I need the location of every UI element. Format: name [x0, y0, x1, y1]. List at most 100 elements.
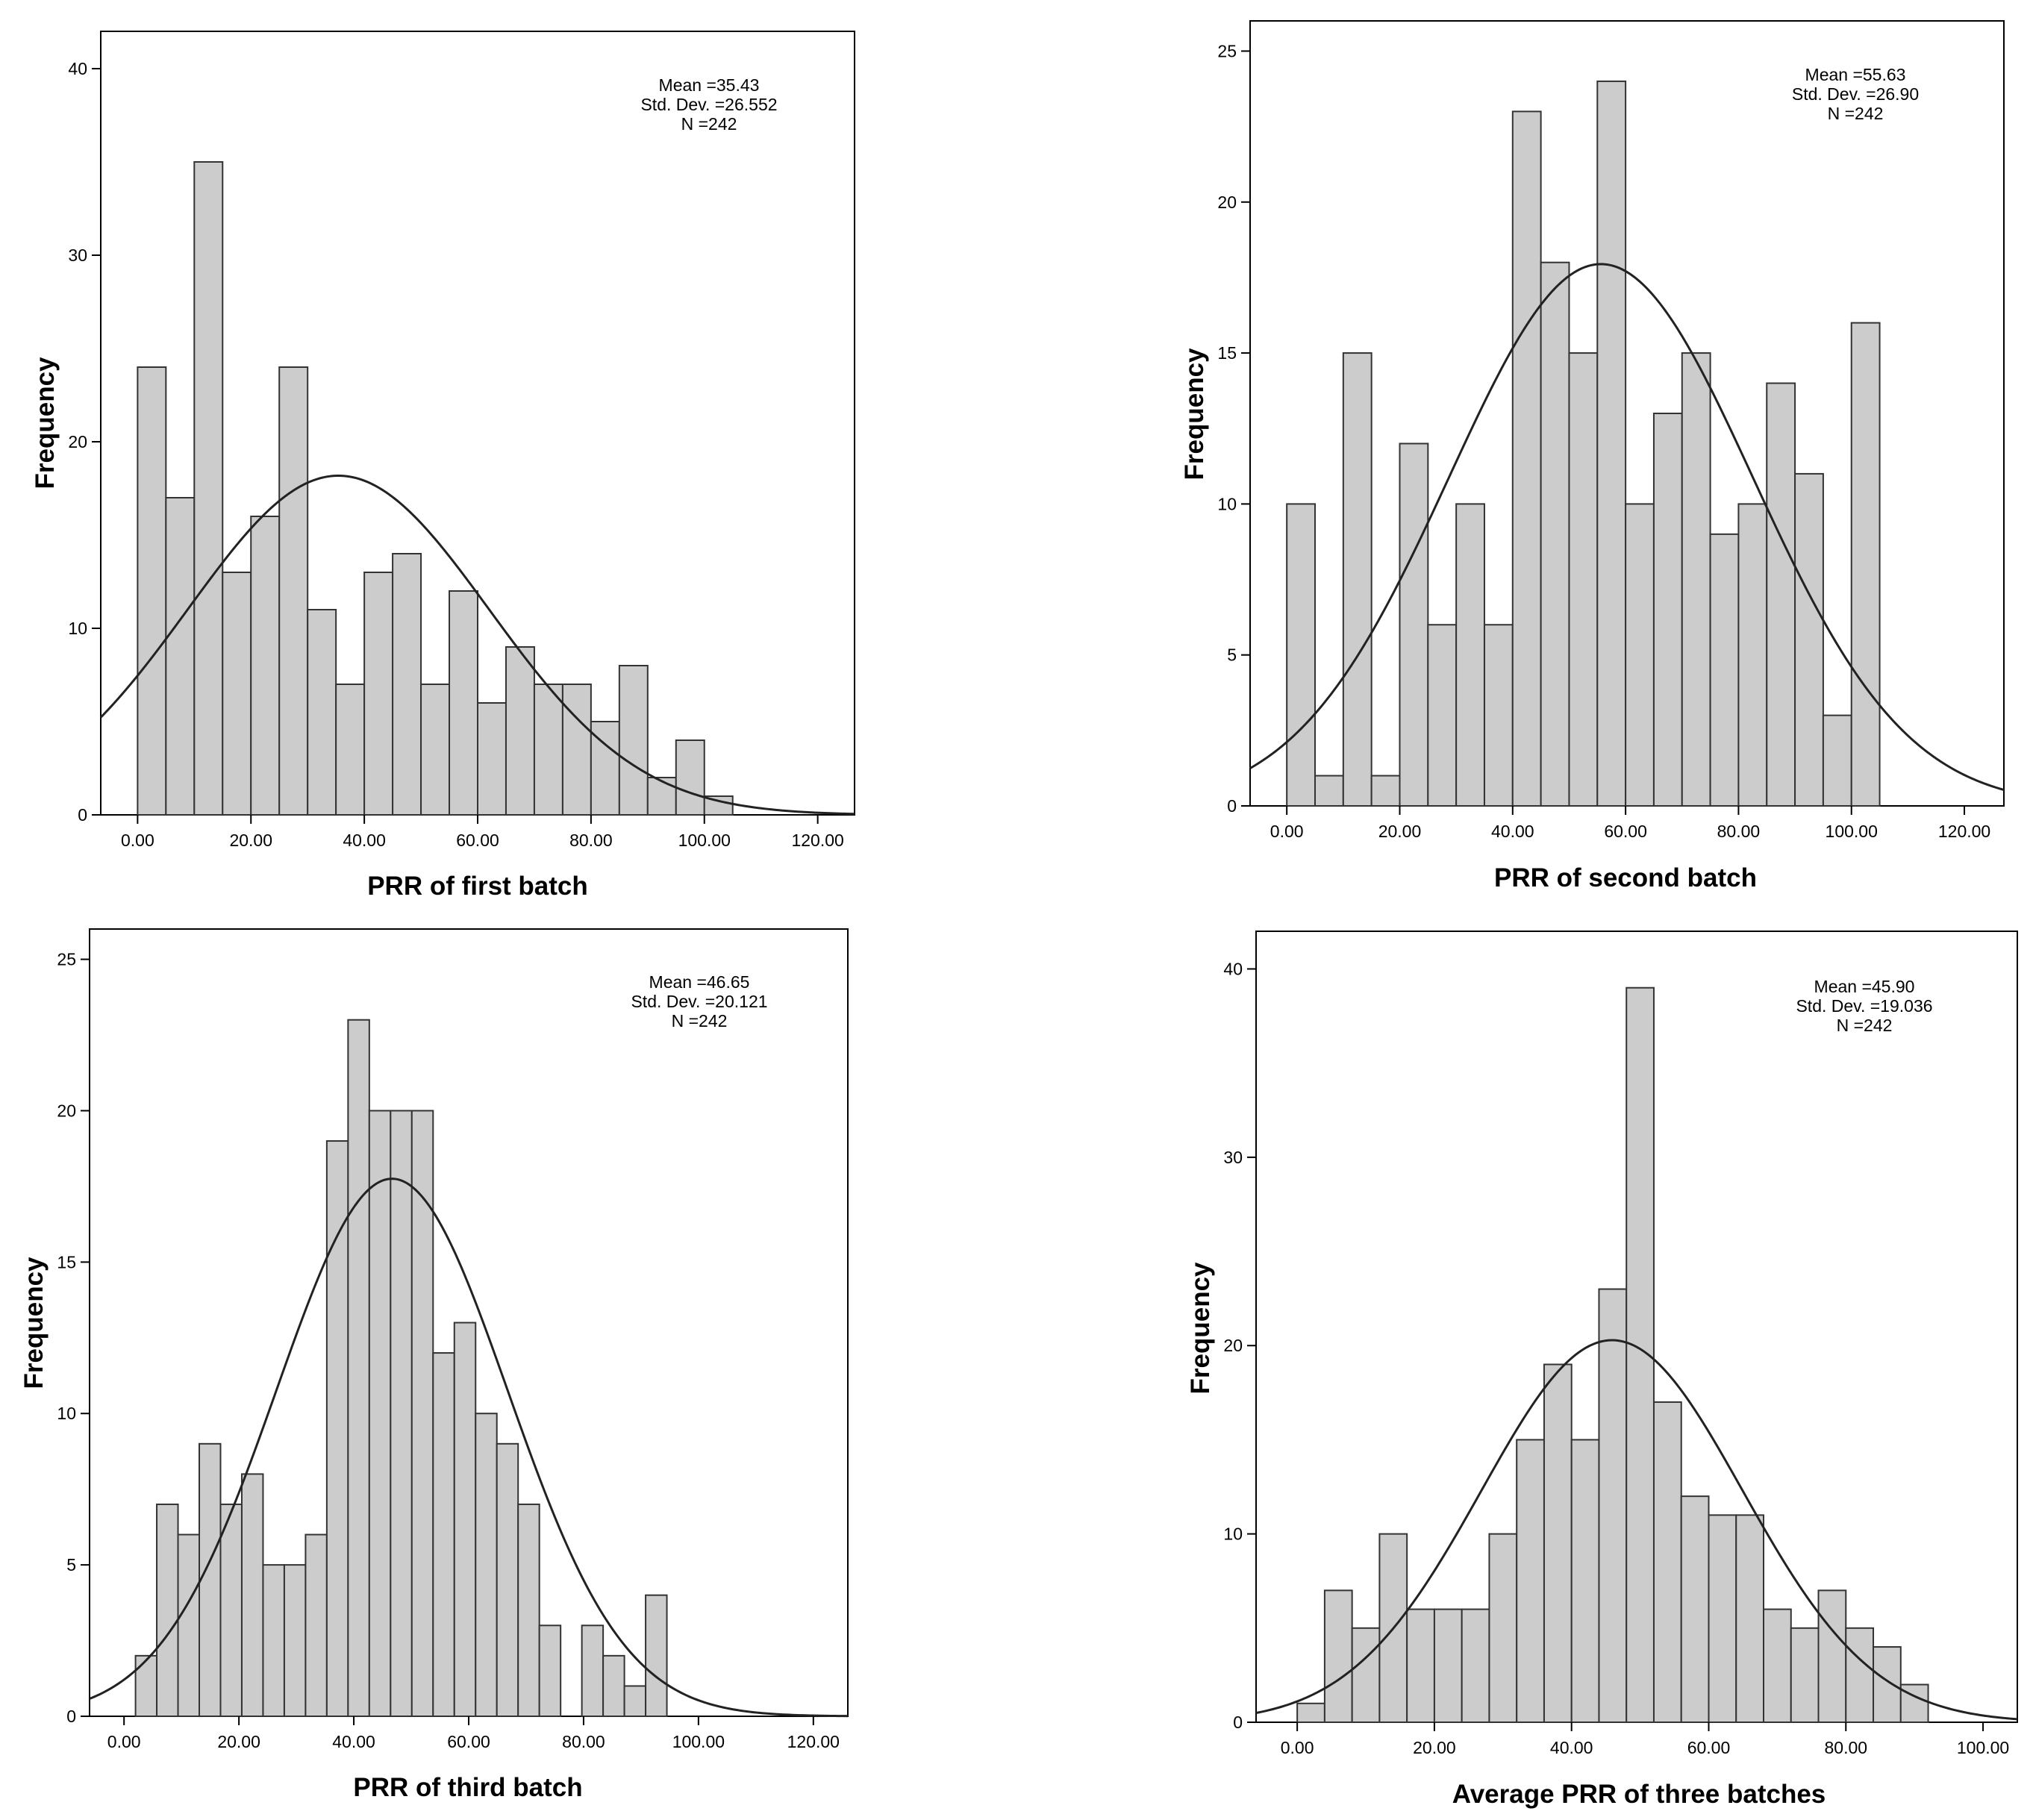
x-tick-label: 0.00	[107, 1732, 141, 1751]
histogram-bars	[1286, 80, 1881, 807]
histogram-bar	[283, 1564, 307, 1718]
histogram-bar	[1708, 1514, 1737, 1723]
histogram-bar	[420, 684, 451, 816]
y-axis-tick-labels: 0 5 10 15 20 25	[1217, 41, 1250, 816]
x-tick-label: 20.00	[229, 831, 272, 850]
x-tick-label: 40.00	[1491, 822, 1534, 841]
x-tick-label: 20.00	[1413, 1738, 1456, 1757]
histogram-bar	[134, 1654, 158, 1718]
histogram-bar	[1737, 503, 1768, 807]
y-axis-title: Frequency	[1180, 348, 1209, 481]
histogram-bar	[561, 684, 592, 816]
y-tick-label: 20	[57, 1101, 76, 1120]
histogram-bar	[1516, 1439, 1545, 1724]
x-tick-label: 20.00	[217, 1732, 260, 1751]
histogram-bar	[1399, 443, 1429, 807]
histogram-bar	[1406, 1608, 1435, 1724]
x-tick-label: 80.00	[1717, 822, 1761, 841]
histogram-bar	[156, 1503, 179, 1717]
y-axis-tick-labels: 0 10 20 30 40	[68, 59, 101, 825]
x-tick-label: 100.00	[1957, 1738, 2009, 1757]
histogram-bar	[517, 1503, 540, 1717]
histogram-bar	[335, 684, 366, 816]
histogram-bar	[363, 572, 394, 816]
histogram-bar	[703, 795, 734, 816]
x-axis-ticks: 0.00 20.00 40.00 60.00 80.00 100.00 120.00	[121, 815, 844, 850]
histogram-bar	[325, 1140, 349, 1718]
histogram-bars	[137, 161, 734, 816]
histogram-bar	[1822, 714, 1852, 807]
stats-std-dev: Std. Dev. =20.121	[631, 992, 767, 1011]
y-tick-label: 20	[68, 432, 87, 451]
x-axis-ticks: 0.00 20.00 40.00 60.00 80.00 100.00	[1281, 1722, 2009, 1757]
histogram-first-batch: 0.00 20.00 40.00 60.00 80.00 100.00 120.00 0 10…	[31, 31, 855, 901]
x-tick-label: 0.00	[1270, 822, 1304, 841]
histogram-bar	[602, 1654, 625, 1718]
histogram-bar	[278, 366, 309, 816]
histogram-bar	[533, 684, 563, 816]
y-tick-label: 20	[1217, 193, 1237, 212]
y-tick-label: 0	[78, 805, 87, 825]
x-tick-label: 40.00	[332, 1732, 375, 1751]
histogram-bar	[475, 1413, 498, 1717]
histogram-bar	[1596, 80, 1627, 807]
histogram-bar	[347, 1019, 370, 1717]
histogram-bar	[305, 1533, 328, 1718]
histogram-bar	[219, 1503, 243, 1717]
histogram-bar	[432, 1352, 455, 1717]
histogram-bar	[1296, 1702, 1325, 1724]
stats-mean: Mean =35.43	[659, 75, 760, 95]
histogram-bar	[1794, 472, 1824, 807]
histogram-bar	[240, 1473, 264, 1717]
histogram-bar	[410, 1110, 434, 1717]
histogram-bar	[250, 516, 281, 816]
y-axis-tick-labels: 0 5 10 15 20 25	[57, 950, 90, 1726]
histogram-bar	[368, 1110, 392, 1717]
histogram-bar	[1455, 503, 1485, 807]
y-tick-label: 20	[1223, 1336, 1243, 1355]
histogram-bar	[1488, 1533, 1518, 1724]
histogram-bar	[222, 572, 252, 816]
histogram-bar	[392, 553, 422, 816]
histogram-bar	[262, 1564, 285, 1718]
x-tick-label: 80.00	[569, 831, 613, 850]
x-tick-label: 120.00	[787, 1732, 840, 1751]
x-tick-label: 60.00	[456, 831, 499, 850]
histogram-bar	[1342, 352, 1372, 807]
histogram-bar	[1817, 1589, 1847, 1724]
histogram-bar	[1766, 382, 1796, 807]
histogram-bar	[1370, 775, 1401, 807]
x-tick-label: 40.00	[343, 831, 386, 850]
y-tick-label: 0	[1233, 1713, 1243, 1732]
histogram-bar	[1351, 1627, 1381, 1724]
histogram-bar	[646, 777, 677, 816]
y-axis-title: Frequency	[1186, 1262, 1215, 1395]
normal-curve	[1255, 1339, 2018, 1721]
histogram-second-batch: 0.00 20.00 40.00 60.00 80.00 100.00 120.00 0 5 1…	[1180, 20, 2005, 892]
histogram-bar	[1483, 624, 1514, 807]
x-tick-label: 120.00	[1938, 822, 1990, 841]
x-axis-ticks: 0.00 20.00 40.00 60.00 80.00 100.00 120.00	[107, 1716, 840, 1751]
histogram-bar	[1652, 413, 1683, 807]
y-tick-label: 5	[1227, 645, 1237, 665]
histogram-bar	[1314, 775, 1344, 807]
histogram-bar	[1680, 1495, 1710, 1723]
histogram-bar	[199, 1442, 222, 1718]
stats-n: N =242	[672, 1011, 728, 1031]
y-tick-label: 10	[1217, 494, 1237, 513]
histogram-bar	[1625, 503, 1655, 807]
histogram-bar	[496, 1442, 519, 1718]
histogram-bar	[449, 590, 479, 816]
histogram-bar	[193, 161, 224, 816]
y-tick-label: 10	[1223, 1525, 1243, 1544]
stats-mean: Mean =55.63	[1805, 65, 1906, 84]
histogram-bar	[675, 739, 705, 816]
histogram-bar	[307, 609, 337, 816]
histogram-bar	[1845, 1627, 1875, 1724]
y-tick-label: 5	[66, 1555, 76, 1574]
histogram-bar	[137, 366, 167, 816]
stats-std-dev: Std. Dev. =26.90	[1792, 84, 1919, 104]
histogram-bar	[1323, 1589, 1353, 1724]
y-tick-label: 10	[68, 619, 87, 638]
histogram-bar	[1850, 322, 1881, 807]
